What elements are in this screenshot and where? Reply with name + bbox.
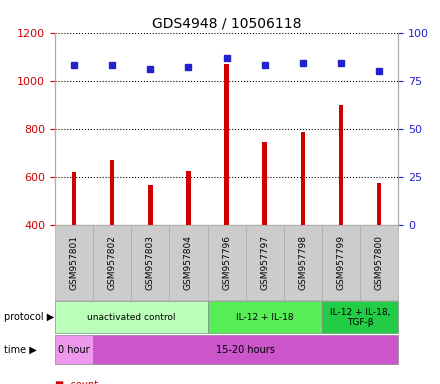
Text: GSM957796: GSM957796 xyxy=(222,235,231,290)
Text: GSM957798: GSM957798 xyxy=(298,235,308,290)
Text: GSM957802: GSM957802 xyxy=(108,235,117,290)
Text: GSM957804: GSM957804 xyxy=(184,235,193,290)
Text: IL-12 + IL-18: IL-12 + IL-18 xyxy=(236,313,293,322)
Text: 0 hour: 0 hour xyxy=(58,344,90,355)
Text: GSM957803: GSM957803 xyxy=(146,235,155,290)
Text: 15-20 hours: 15-20 hours xyxy=(216,344,275,355)
Bar xyxy=(148,185,153,225)
Text: ■  count: ■ count xyxy=(55,380,98,384)
Text: IL-12 + IL-18,
TGF-β: IL-12 + IL-18, TGF-β xyxy=(330,308,390,327)
Bar xyxy=(110,160,114,225)
Bar xyxy=(262,142,267,225)
Bar xyxy=(301,132,305,225)
Text: GSM957801: GSM957801 xyxy=(70,235,79,290)
Bar xyxy=(339,105,343,225)
Text: GSM957799: GSM957799 xyxy=(337,235,345,290)
Text: protocol ▶: protocol ▶ xyxy=(4,312,55,323)
Bar xyxy=(186,170,191,225)
Bar xyxy=(377,183,381,225)
Text: time ▶: time ▶ xyxy=(4,344,37,355)
Bar xyxy=(72,172,77,225)
Text: GSM957800: GSM957800 xyxy=(374,235,384,290)
Text: GSM957797: GSM957797 xyxy=(260,235,269,290)
Bar xyxy=(224,64,229,225)
Text: unactivated control: unactivated control xyxy=(87,313,176,322)
Title: GDS4948 / 10506118: GDS4948 / 10506118 xyxy=(152,16,301,30)
